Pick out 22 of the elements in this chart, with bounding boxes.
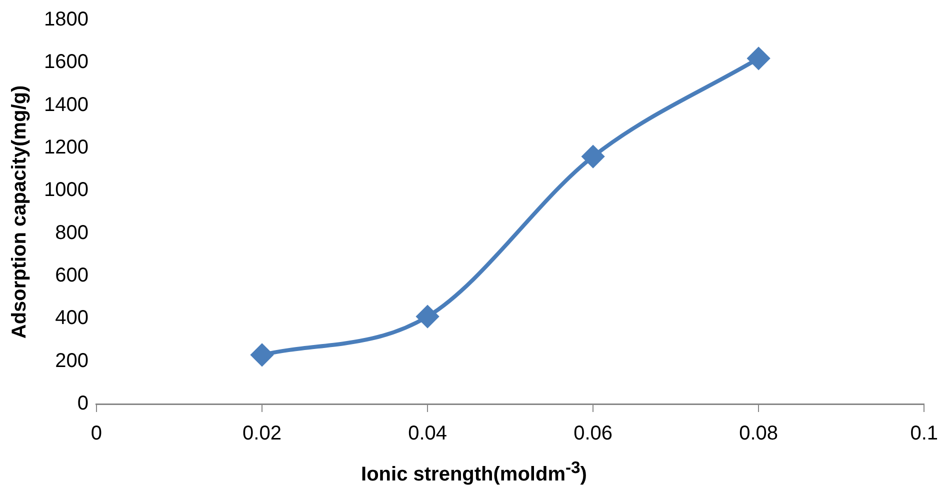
- x-tick-label: 0.02: [242, 422, 282, 445]
- y-tick-label: 1600: [44, 51, 88, 74]
- point: [251, 344, 274, 366]
- x-tick-label: 0.04: [408, 422, 448, 445]
- y-tick-label: 1400: [44, 94, 88, 116]
- x-tick-label: 0: [90, 422, 102, 445]
- x-axis-title: Ionic strength(moldm$^{-3}$): [360, 458, 588, 487]
- y-tick-label: 1000: [44, 179, 88, 202]
- y-tick-label: 200: [55, 350, 88, 372]
- y-tick-label: 600: [55, 264, 88, 287]
- y-tick-label: 1800: [44, 8, 88, 31]
- x-tick-label: 0.06: [574, 422, 613, 445]
- y-axis-title: Adsorption capacity(mg/g): [8, 85, 31, 339]
- y-tick-label: 400: [55, 307, 88, 330]
- point: [416, 306, 439, 328]
- point: [582, 146, 604, 168]
- y-tick-label: 800: [55, 222, 88, 244]
- point: [748, 47, 770, 70]
- x-tick-label: 0.08: [739, 422, 778, 445]
- x-tick-label: 0.1: [910, 422, 938, 445]
- y-tick-label: 0: [77, 392, 88, 415]
- y-tick-label: 1200: [44, 136, 88, 159]
